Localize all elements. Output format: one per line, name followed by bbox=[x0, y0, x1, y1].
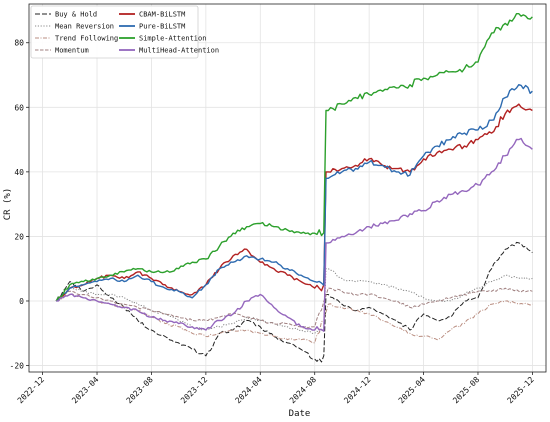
y-axis-title: CR (%) bbox=[3, 188, 13, 221]
legend-box bbox=[30, 5, 199, 59]
legend-label: Mean Reversion bbox=[55, 23, 114, 31]
legend-label: CBAM-BiLSTM bbox=[139, 11, 185, 19]
x-tick-label: 2023-12 bbox=[179, 375, 209, 405]
y-tick-label: -20 bbox=[10, 362, 25, 371]
x-tick-label: 2025-04 bbox=[397, 375, 427, 405]
x-tick-label: 2025-12 bbox=[506, 375, 536, 405]
x-tick-label: 2024-12 bbox=[342, 375, 372, 405]
legend-label: Pure-BiLSTM bbox=[139, 23, 185, 31]
series-line-trend-following bbox=[56, 293, 533, 344]
y-tick-label: 0 bbox=[19, 297, 24, 306]
legend-label: Momentum bbox=[55, 47, 89, 55]
legend-label: MultiHead-Attention bbox=[139, 47, 219, 55]
x-tick-label: 2023-04 bbox=[70, 375, 100, 405]
legend-label: Trend Following bbox=[55, 35, 118, 43]
y-tick-label: 20 bbox=[14, 232, 24, 241]
legend: Buy & Hold CBAM-BiLSTM Mean Reversion Pure-… bbox=[30, 5, 219, 59]
series-line-simple-attention bbox=[55, 13, 533, 302]
x-tick-label: 2024-08 bbox=[288, 375, 318, 405]
legend-label: Simple-Attention bbox=[139, 35, 206, 43]
y-tick-label: 40 bbox=[14, 168, 24, 177]
x-tick-label: 2025-08 bbox=[451, 375, 481, 405]
x-tick-label: 2022-12 bbox=[16, 375, 46, 405]
x-tick-label: 2023-08 bbox=[125, 375, 155, 405]
y-tick-label: 80 bbox=[14, 39, 24, 48]
x-tick-label: 2024-04 bbox=[233, 375, 263, 405]
series-line-momentum bbox=[55, 287, 533, 329]
legend-label: Buy & Hold bbox=[55, 11, 97, 19]
series-line-pure-bilstm bbox=[55, 84, 533, 302]
series-line-multihead-attention bbox=[56, 137, 533, 332]
y-tick-label: 60 bbox=[14, 103, 24, 112]
grid bbox=[29, 4, 546, 372]
plot-area bbox=[29, 4, 546, 372]
x-axis-title: Date bbox=[289, 409, 311, 419]
series-line-cbam-bilstm bbox=[55, 103, 533, 302]
plot-frame bbox=[28, 3, 547, 373]
series-lines bbox=[55, 13, 533, 363]
series-line-buy-hold bbox=[55, 241, 533, 363]
